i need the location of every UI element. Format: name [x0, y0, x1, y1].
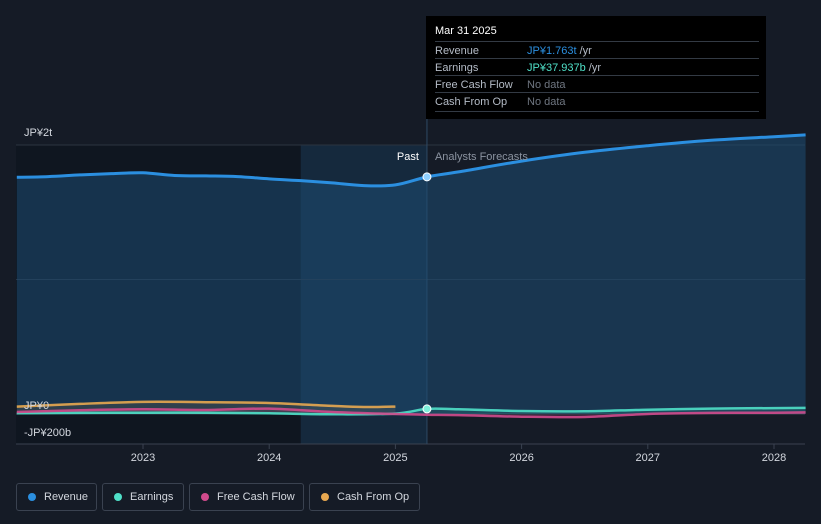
legend-item-revenue[interactable]: Revenue: [16, 483, 97, 511]
tooltip-date: Mar 31 2025: [435, 25, 497, 37]
legend-dot: [114, 493, 122, 501]
data-tooltip: Mar 31 2025 Revenue JP¥1.763t /yr Earnin…: [426, 16, 766, 119]
past-label: Past: [397, 151, 419, 163]
revenue-line: [16, 133, 806, 188]
tooltip-row-earnings: Earnings JP¥37.937b /yr: [435, 58, 759, 76]
revenue-marker: [422, 172, 432, 182]
legend-label: Revenue: [44, 491, 89, 503]
y-label-zero: JP¥0: [24, 400, 49, 412]
tooltip-row-cash-from-op: Cash From Op No data: [435, 92, 759, 112]
tooltip-label: Free Cash Flow: [435, 79, 513, 91]
legend-dot: [321, 493, 329, 501]
tooltip-label: Revenue: [435, 45, 480, 57]
legend-item-earnings[interactable]: Earnings: [102, 483, 184, 511]
y-label-top: JP¥2t: [24, 127, 52, 139]
tooltip-value: No data: [527, 96, 566, 108]
free-cash-flow-line: [16, 407, 806, 419]
tooltip-value: No data: [527, 79, 566, 91]
x-tick-label: 2026: [509, 452, 533, 464]
tooltip-row-revenue: Revenue JP¥1.763t /yr: [435, 41, 759, 59]
tooltip-value-wrap: JP¥1.763t /yr: [527, 45, 592, 57]
legend-dot: [28, 493, 36, 501]
tooltip-label: Earnings: [435, 62, 479, 74]
tooltip-unit: /yr: [585, 62, 601, 74]
y-label-bottom: -JP¥200b: [24, 427, 71, 439]
x-tick-label: 2024: [257, 452, 281, 464]
legend-label: Earnings: [130, 491, 174, 503]
earnings-area: [16, 407, 806, 415]
tooltip-value: JP¥37.937b: [527, 62, 586, 74]
x-tick-label: 2023: [131, 452, 155, 464]
x-tick-label: 2025: [383, 452, 407, 464]
tooltip-value: JP¥1.763t: [527, 45, 577, 57]
legend-dot: [201, 493, 209, 501]
tooltip-label: Cash From Op: [435, 96, 508, 108]
tooltip-row-free-cash-flow: Free Cash Flow No data: [435, 75, 759, 93]
tooltip-unit: /yr: [576, 45, 592, 57]
legend-label: Cash From Op: [337, 491, 410, 503]
x-tick-label: 2027: [636, 452, 660, 464]
legend-item-cash-from-op[interactable]: Cash From Op: [309, 483, 420, 511]
legend-item-free-cash-flow[interactable]: Free Cash Flow: [189, 483, 304, 511]
tooltip-value-wrap: JP¥37.937b /yr: [527, 62, 601, 74]
legend-label: Free Cash Flow: [217, 491, 295, 503]
revenue-area: [16, 134, 806, 414]
forecast-label: Analysts Forecasts: [435, 151, 528, 163]
cash-from-op-line: [16, 400, 396, 409]
earnings-marker: [422, 404, 432, 414]
x-tick-label: 2028: [762, 452, 786, 464]
